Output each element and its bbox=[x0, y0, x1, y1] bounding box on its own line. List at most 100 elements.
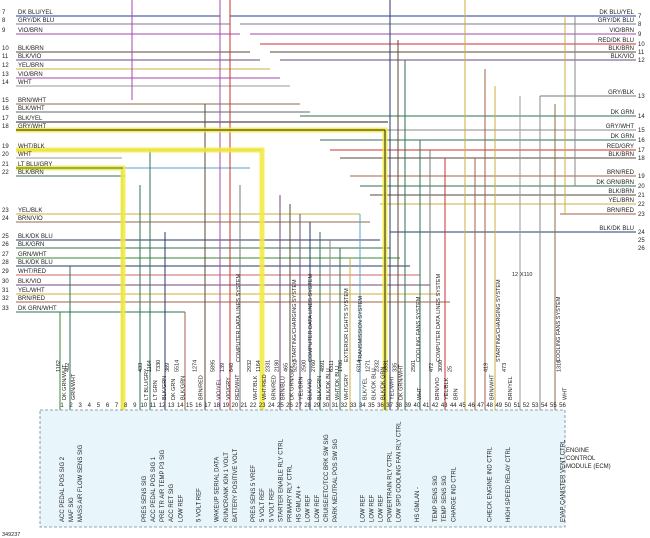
pin-func-22: PRES SENS 5 VREF bbox=[251, 465, 257, 522]
pin-circuit-56: 1310 bbox=[557, 360, 563, 372]
pin-circuit-43: 3090 bbox=[438, 360, 444, 372]
pin-color-11: LT GRN bbox=[153, 380, 159, 400]
left-wire-num-13: 13 bbox=[2, 72, 9, 78]
pin-color-44: BRN bbox=[453, 388, 459, 400]
left-wire-num-11: 11 bbox=[2, 54, 9, 60]
left-wire-label-9: VIO/BRN bbox=[18, 28, 43, 34]
pin-circuit-2: 402 bbox=[65, 363, 71, 372]
module-name-line1: ENGINE bbox=[566, 448, 589, 454]
module-name-line2: CONTROL bbox=[566, 456, 596, 462]
left-wire-label-7: DK BLU/YEL bbox=[18, 10, 53, 16]
right-wire-num-7: 7 bbox=[638, 14, 642, 20]
pin-number-6: 6 bbox=[106, 403, 110, 409]
pin-color-48: BRN/WHT bbox=[490, 374, 496, 400]
left-wire-label-16: BLK/WHT bbox=[18, 106, 45, 112]
system-note-3: EXTERIOR LIGHTS SYSTEM bbox=[344, 288, 350, 362]
right-wire-num-10: 10 bbox=[638, 42, 645, 48]
pin-func-19: RUN/CRANK IGN 1 VOLT bbox=[224, 452, 230, 522]
left-wire-label-23: YEL/BLK bbox=[18, 208, 42, 214]
pin-color-16: BRN/RED bbox=[199, 375, 205, 400]
pin-number-49: 49 bbox=[495, 403, 502, 409]
pin-circuit-28: 2500 bbox=[302, 360, 308, 372]
right-wire-label-8: GRY/DK BLU bbox=[598, 18, 634, 24]
right-wire-label-19: BRN/RED bbox=[607, 170, 635, 176]
pin-func-16: 5 VOLT REF bbox=[197, 488, 203, 522]
right-wire-num-25: 25 bbox=[638, 238, 645, 244]
pin-number-42: 42 bbox=[432, 403, 439, 409]
left-wire-num-32: 32 bbox=[2, 296, 9, 302]
pin-number-1: 1 bbox=[60, 403, 64, 409]
left-wire-num-27: 27 bbox=[2, 252, 9, 258]
pin-circuit-14: 5514 bbox=[174, 360, 180, 372]
left-wire-label-21: LT BLU/GRY bbox=[18, 162, 52, 168]
right-wire-label-21: BLK/BRN bbox=[608, 189, 634, 195]
splice-label: X110 bbox=[520, 272, 532, 278]
splice-num: 12 bbox=[512, 272, 518, 278]
pin-number-43: 43 bbox=[441, 403, 448, 409]
pin-func-38: LOW SPD COOLING FAN RLY CTRL bbox=[397, 421, 403, 522]
pin-func-27: HS GMLAN + bbox=[297, 485, 303, 522]
pin-number-41: 41 bbox=[423, 403, 430, 409]
left-wire-num-24: 24 bbox=[2, 216, 9, 222]
right-wire-num-22: 22 bbox=[638, 202, 645, 208]
pin-color-32: WHT/GRY bbox=[344, 374, 350, 400]
pin-color-23: WHT/RED bbox=[262, 374, 268, 400]
pin-circuit-42: 472 bbox=[429, 363, 435, 372]
pin-number-27: 27 bbox=[295, 403, 302, 409]
pin-number-15: 15 bbox=[186, 403, 193, 409]
pin-func-10: PRES SENS SIG bbox=[142, 475, 148, 522]
right-wire-num-26: 26 bbox=[638, 246, 645, 252]
left-wire-num-14: 14 bbox=[2, 80, 9, 86]
pin-color-18: VIO/YEL bbox=[217, 379, 223, 400]
system-note-7: STARTING/CHARGING SYSTEM bbox=[496, 279, 502, 362]
right-wire-num-17: 17 bbox=[638, 148, 645, 154]
pin-func-20: BATTERY POSITIVE VOLT bbox=[233, 448, 239, 522]
right-wire-label-7: DK BLU/YEL bbox=[599, 10, 634, 16]
pin-color-28: BLK/VIO bbox=[308, 378, 314, 400]
pin-number-38: 38 bbox=[395, 403, 402, 409]
pin-number-29: 29 bbox=[313, 403, 320, 409]
system-note-8: COOLING FANS SYSTEM bbox=[556, 296, 562, 362]
right-wire-num-20: 20 bbox=[638, 184, 645, 190]
pin-circuit-50: 473 bbox=[502, 363, 508, 372]
pin-number-55: 55 bbox=[550, 403, 557, 409]
pin-number-48: 48 bbox=[486, 403, 493, 409]
right-wire-num-13: 13 bbox=[638, 94, 645, 100]
pin-number-44: 44 bbox=[450, 403, 457, 409]
pin-func-18: WAKEUP SERIAL DATA bbox=[215, 457, 221, 522]
pin-number-45: 45 bbox=[459, 403, 466, 409]
pin-number-9: 9 bbox=[133, 403, 137, 409]
pin-color-42: BRN/VIO bbox=[435, 377, 441, 400]
pin-circuit-40: 2501 bbox=[411, 360, 417, 372]
left-wire-label-15: BRN/WHT bbox=[18, 98, 46, 104]
left-wire-num-21: 21 bbox=[2, 162, 9, 168]
right-wire-label-20: DK GRN/BRN bbox=[596, 180, 634, 186]
pin-number-51: 51 bbox=[514, 403, 521, 409]
pin-func-24: 5 VOLT REF bbox=[269, 488, 275, 522]
pin-number-13: 13 bbox=[168, 403, 175, 409]
pin-circuit-20: 840 bbox=[229, 363, 235, 372]
right-wire-label-10: RED/DK BLU bbox=[598, 38, 634, 44]
left-wire-num-15: 15 bbox=[2, 98, 9, 104]
pin-func-34: LOW REF bbox=[360, 494, 366, 522]
pin-func-28: LOW REF bbox=[306, 494, 312, 522]
left-wire-label-12: YEL/BRN bbox=[18, 63, 44, 69]
pin-number-54: 54 bbox=[541, 403, 548, 409]
pin-number-37: 37 bbox=[386, 403, 393, 409]
left-wire-label-11: BLK/VIO bbox=[18, 54, 42, 60]
pin-number-40: 40 bbox=[414, 403, 421, 409]
left-wire-num-28: 28 bbox=[2, 260, 9, 266]
pin-func-25: STARTER ENABLE RLY CTRL bbox=[278, 438, 284, 522]
right-wire-label-24: BLK/DK BLU bbox=[599, 226, 634, 232]
pin-number-5: 5 bbox=[97, 403, 101, 409]
left-wire-label-29: WHT/RED bbox=[18, 269, 47, 275]
pin-number-24: 24 bbox=[268, 403, 275, 409]
pin-func-29: LOW REF bbox=[315, 494, 321, 522]
pin-circuit-16: 1274 bbox=[193, 360, 199, 372]
pin-number-21: 21 bbox=[241, 403, 248, 409]
pin-color-24: BRN/RED bbox=[271, 375, 277, 400]
pin-color-27: YEL/BRN bbox=[299, 376, 305, 400]
pin-number-50: 50 bbox=[505, 403, 512, 409]
pin-number-12: 12 bbox=[159, 403, 166, 409]
pin-number-7: 7 bbox=[115, 403, 119, 409]
